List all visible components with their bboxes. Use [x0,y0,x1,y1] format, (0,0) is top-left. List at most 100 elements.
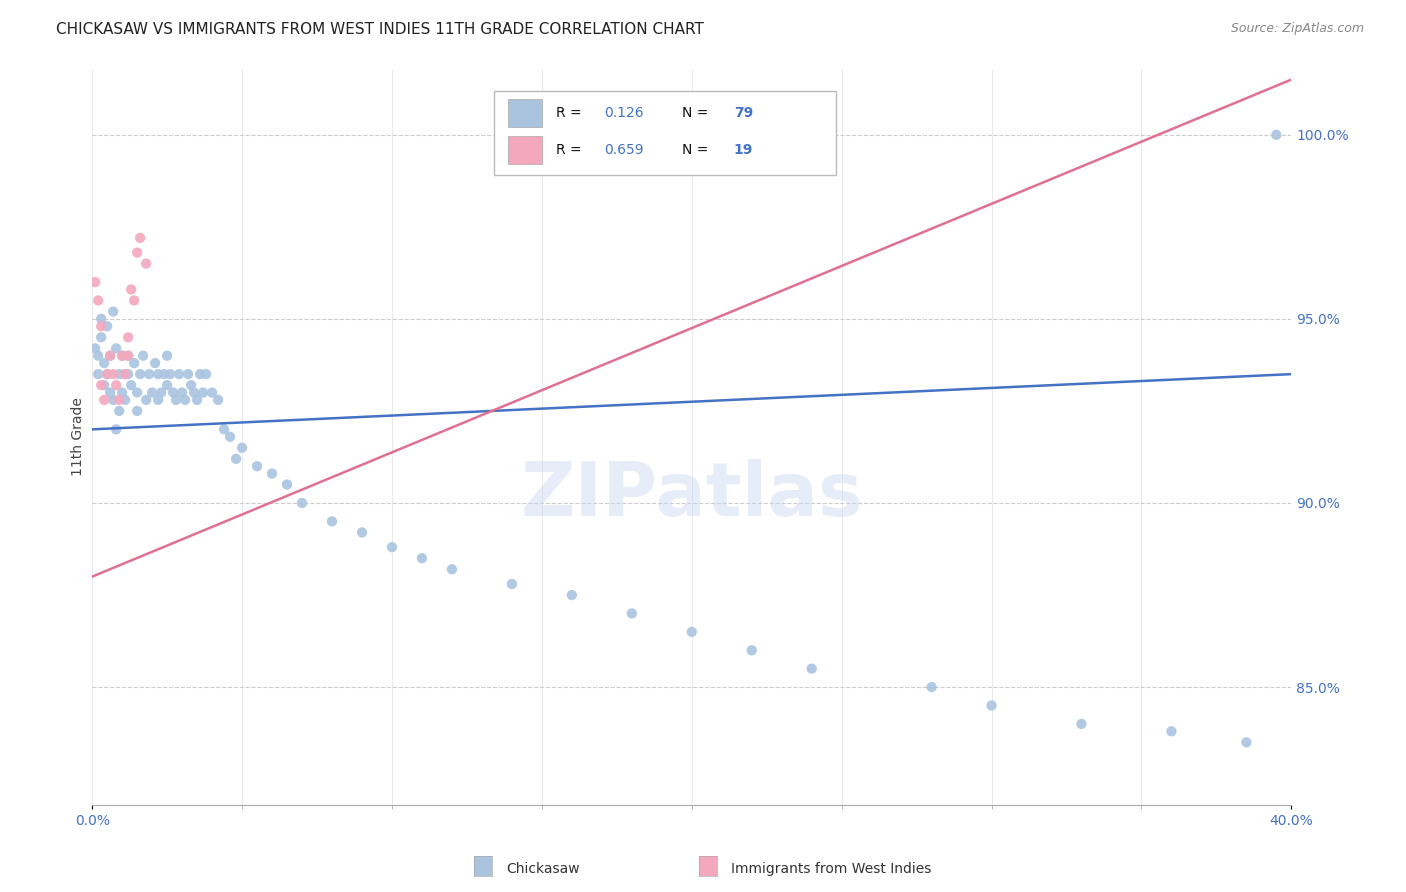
Point [291,496,314,510]
Point [84,342,107,356]
Text: Immigrants from West Indies: Immigrants from West Indies [731,862,932,876]
Point [101,392,124,407]
Point [105,422,128,436]
Point [98,385,121,400]
Point [219,430,242,444]
Point [186,392,208,407]
Point [146,367,169,381]
Text: CHICKASAW VS IMMIGRANTS FROM WEST INDIES 11TH GRADE CORRELATION CHART: CHICKASAW VS IMMIGRANTS FROM WEST INDIES… [56,22,704,37]
Point [153,367,176,381]
Point [117,330,139,344]
Point [440,562,463,576]
Point [84,275,107,289]
Point [921,680,943,694]
Point [114,392,136,407]
Point [1265,128,1288,142]
Point [117,349,139,363]
FancyBboxPatch shape [509,136,541,164]
Point [127,245,149,260]
Point [90,312,112,326]
Point [114,367,136,381]
Point [108,392,131,407]
Text: N =: N = [682,144,713,157]
Point [101,367,124,381]
Point [90,330,112,344]
Point [108,404,131,418]
Point [381,540,404,554]
Text: R =: R = [557,106,586,120]
Point [195,367,218,381]
Point [129,231,152,245]
Point [122,293,145,308]
Point [127,385,149,400]
Point [172,385,194,400]
Text: Chickasaw: Chickasaw [506,862,579,876]
Point [561,588,583,602]
Point [127,404,149,418]
Point [135,257,157,271]
Point [120,282,142,296]
Point [93,378,115,392]
Point [90,378,112,392]
Point [105,378,128,392]
Text: 79: 79 [734,106,754,120]
Point [980,698,1002,713]
Point [129,367,152,381]
Point [180,378,202,392]
Point [87,293,110,308]
Point [231,441,253,455]
Point [156,378,179,392]
Point [800,662,823,676]
Point [96,319,118,334]
Point [246,459,269,474]
FancyBboxPatch shape [509,99,541,127]
Point [98,349,121,363]
Point [741,643,763,657]
Text: Source: ZipAtlas.com: Source: ZipAtlas.com [1230,22,1364,36]
Point [260,467,283,481]
Point [120,378,142,392]
Point [111,349,134,363]
Text: R =: R = [557,144,586,157]
Point [191,385,214,400]
FancyBboxPatch shape [494,91,835,176]
Point [1160,724,1182,739]
Point [146,392,169,407]
Point [620,607,643,621]
Text: 0.659: 0.659 [605,144,644,157]
Point [111,385,134,400]
Point [108,367,131,381]
Text: ZIPatlas: ZIPatlas [520,459,863,533]
Point [93,356,115,370]
Point [167,367,190,381]
Point [90,319,112,334]
Point [96,367,118,381]
Point [411,551,433,566]
Text: 19: 19 [734,144,754,157]
Point [93,392,115,407]
Point [132,349,155,363]
Point [105,342,128,356]
Point [96,367,118,381]
Point [174,392,197,407]
Point [188,367,211,381]
Text: 0.126: 0.126 [605,106,644,120]
Point [98,349,121,363]
Point [87,367,110,381]
Point [350,525,373,540]
Point [87,349,110,363]
Point [122,356,145,370]
Point [114,367,136,381]
Point [681,624,703,639]
Text: N =: N = [682,106,713,120]
Point [165,392,187,407]
Point [111,349,134,363]
Point [207,392,229,407]
Point [177,367,200,381]
Point [321,515,343,529]
Point [201,385,224,400]
Point [117,367,139,381]
Point [138,367,160,381]
Point [156,349,179,363]
Point [1070,717,1092,731]
